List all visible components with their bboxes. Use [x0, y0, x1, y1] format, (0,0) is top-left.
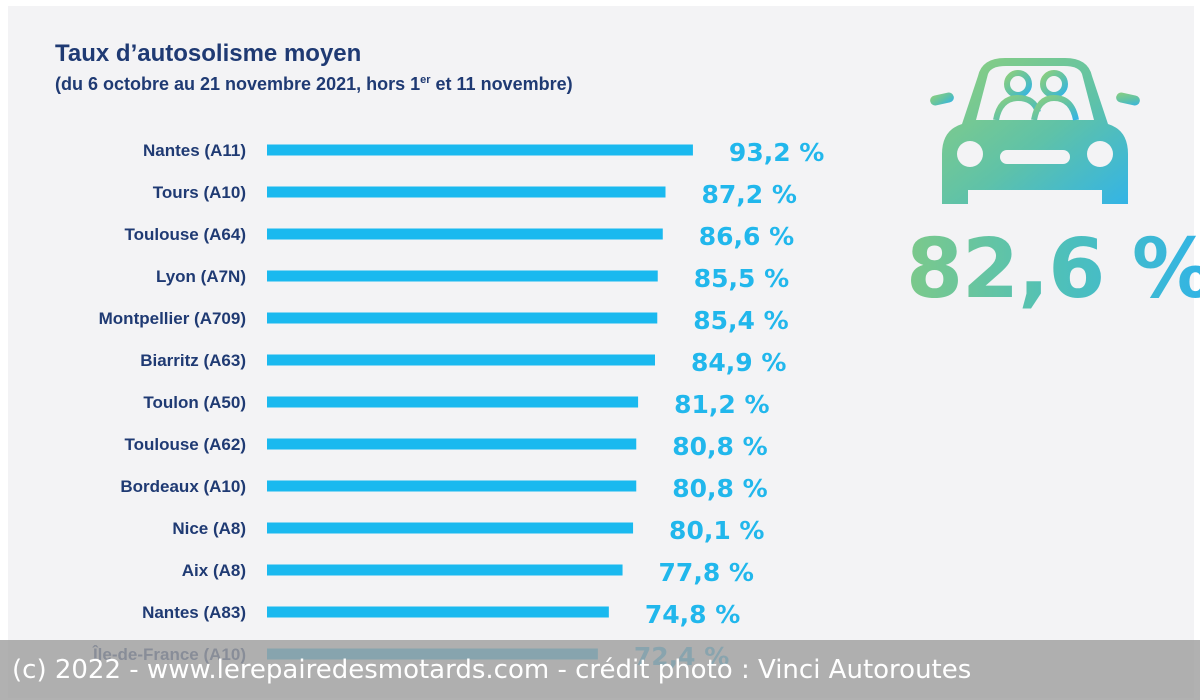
bar — [267, 186, 666, 198]
bar — [267, 270, 658, 282]
value-label: 84,9 % — [691, 348, 786, 377]
category-label: Toulon (A50) — [143, 393, 246, 412]
average-value: 82,6 % — [906, 222, 1200, 317]
category-label: Toulouse (A62) — [124, 435, 246, 454]
chart-title: Taux d’autosolisme moyen — [55, 40, 362, 67]
bar — [267, 228, 663, 240]
bar — [267, 438, 637, 450]
bar-chart: Nantes (A11) 93,2 % Tours (A10) 87,2 % Toulo… — [92, 138, 824, 671]
value-label: 80,1 % — [669, 516, 764, 545]
value-label: 85,5 % — [694, 264, 789, 293]
value-label: 80,8 % — [672, 432, 767, 461]
watermark-band — [0, 640, 1200, 700]
category-label: Nice (A8) — [172, 519, 246, 538]
bar — [267, 480, 637, 492]
car-with-passengers-icon — [930, 58, 1140, 204]
value-label: 93,2 % — [729, 138, 824, 167]
bar — [267, 354, 655, 366]
category-label: Lyon (A7N) — [156, 267, 246, 286]
bar — [267, 312, 658, 324]
subtitle-text-start: (du 6 octobre au 21 novembre 2021, hors … — [55, 74, 421, 94]
bar — [267, 564, 623, 576]
category-label: Bordeaux (A10) — [120, 477, 246, 496]
category-label: Nantes (A83) — [142, 603, 246, 622]
value-label: 81,2 % — [674, 390, 769, 419]
bar — [267, 396, 639, 408]
category-label: Tours (A10) — [153, 183, 246, 202]
bar — [267, 606, 609, 618]
value-label: 86,6 % — [699, 222, 794, 251]
bar — [267, 522, 634, 534]
value-label: 77,8 % — [659, 558, 754, 587]
category-label: Toulouse (A64) — [124, 225, 246, 244]
watermark-text: (c) 2022 - www.lerepairedesmotards.com -… — [12, 655, 972, 685]
chart-subtitle: (du 6 octobre au 21 novembre 2021, hors … — [55, 74, 573, 95]
value-label: 85,4 % — [693, 306, 788, 335]
category-label: Nantes (A11) — [143, 141, 246, 160]
category-label: Aix (A8) — [182, 561, 246, 580]
value-label: 80,8 % — [672, 474, 767, 503]
value-label: 87,2 % — [702, 180, 797, 209]
value-label: 74,8 % — [645, 600, 740, 629]
category-label: Biarritz (A63) — [140, 351, 246, 370]
category-label: Montpellier (A709) — [99, 309, 246, 328]
subtitle-superscript: er — [420, 74, 431, 86]
bar — [267, 144, 693, 156]
subtitle-text-end: et 11 novembre) — [430, 74, 573, 94]
